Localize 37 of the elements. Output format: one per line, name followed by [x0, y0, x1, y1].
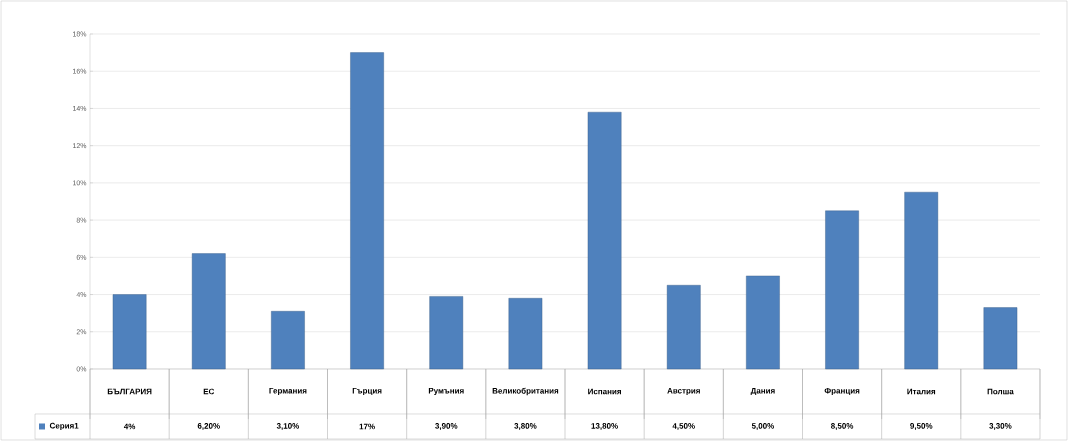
bar [666, 285, 701, 370]
x-tick-label: ЕС [203, 388, 215, 395]
bar [112, 294, 147, 370]
bar [825, 210, 859, 370]
data-label: 9,50% [910, 423, 933, 430]
data-label: 5,00% [751, 423, 775, 430]
x-tick-label: Германия [269, 387, 307, 396]
x-tick-label: Румъния [428, 387, 464, 396]
x-tick-label: Австрия [667, 387, 700, 396]
data-label: 4% [123, 423, 136, 430]
data-label: 17% [359, 423, 375, 430]
data-label: 8,50% [830, 423, 854, 430]
data-label: 4,50% [672, 423, 695, 430]
bar [508, 298, 543, 370]
legend-label: Серия1 [49, 422, 79, 431]
x-tick-label: БЪЛГАРИЯ [107, 388, 152, 395]
x-tick-label: Полша [987, 388, 1014, 395]
x-tick-label: Испания [588, 388, 621, 395]
data-label: 3,30% [989, 423, 1012, 430]
bar [271, 311, 305, 370]
bar [904, 191, 939, 370]
bar [746, 275, 780, 370]
x-tick-label: Франция [824, 387, 860, 396]
x-tick-label: Великобритания [492, 387, 559, 396]
x-tick-label: Дания [750, 387, 775, 396]
x-tick-label: Гърция [352, 387, 382, 396]
bar [587, 111, 622, 370]
bar [350, 52, 384, 370]
data-label: 3,10% [276, 423, 300, 430]
data-label: 3,80% [514, 423, 537, 430]
data-label: 6,20% [197, 423, 220, 430]
data-label: 3,90% [435, 423, 458, 430]
bar [191, 253, 226, 370]
data-label: 13,80% [591, 423, 618, 430]
x-tick-label: Италия [907, 388, 936, 395]
bar [983, 307, 1018, 370]
bar [429, 296, 464, 370]
